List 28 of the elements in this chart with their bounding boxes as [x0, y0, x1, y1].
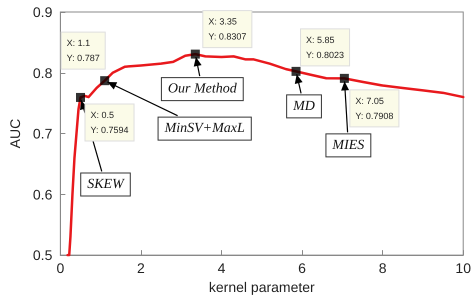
x-tick-label: 0	[56, 260, 64, 276]
y-tick-label: 0.9	[32, 4, 53, 20]
y-tick-label: 0.7	[32, 126, 53, 142]
y-tick-label: 0.8	[32, 64, 53, 81]
annotation: X: 3.35 Y: 0.8307	[208, 16, 246, 42]
annotation: SKEW	[87, 176, 126, 192]
annotation: Our Method	[168, 82, 238, 97]
point	[190, 50, 200, 59]
x-axis-title: kernel parameter	[208, 279, 316, 295]
annotation: X: 7.05 Y: 0.7908	[355, 96, 394, 121]
y-axis-title: AUC	[7, 118, 23, 148]
x-tick-label: 4	[218, 260, 226, 276]
x-tick-label: 10	[455, 260, 472, 276]
y-tick-label: 0.6	[32, 186, 53, 202]
annotation: X: 1.1 Y: 0.787	[66, 38, 100, 64]
point	[292, 66, 301, 76]
point	[100, 76, 110, 86]
annotation: X: 5.85 Y: 0.8023	[306, 34, 344, 60]
point	[340, 74, 349, 83]
point	[76, 92, 86, 102]
annotation: MinSV+MaxL	[164, 121, 245, 136]
x-tick-label: 2	[137, 260, 146, 276]
annotation: X: 0.5 Y: 0.7594	[90, 110, 129, 135]
annotation: MD	[292, 98, 315, 114]
x-tick-label: 6	[298, 260, 306, 276]
annotation: MIES	[331, 138, 364, 153]
x-tick-label: 8	[378, 260, 387, 276]
y-tick-label: 0.5	[32, 247, 53, 264]
